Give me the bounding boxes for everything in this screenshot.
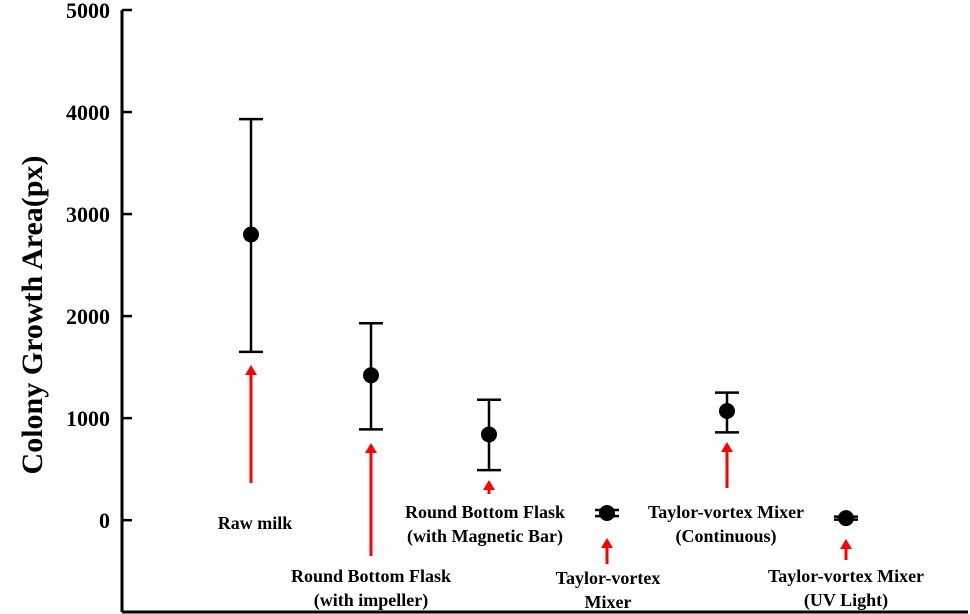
category-label: Raw milk	[218, 513, 293, 533]
category-label: Taylor-vortex Mixer (UV Light)	[768, 566, 924, 611]
y-tick-label: 1000	[66, 406, 110, 431]
annotation-arrow-head	[483, 480, 495, 490]
annotation-arrows	[245, 365, 852, 564]
data-point	[599, 505, 615, 522]
category-label-line: Raw milk	[218, 513, 293, 533]
data-point	[243, 226, 259, 243]
annotation-arrow-head	[245, 365, 257, 375]
category-label-line: (UV Light)	[804, 590, 888, 611]
category-label: Round Bottom Flask (with Magnetic Bar)	[405, 502, 565, 547]
category-label-line: (with impeller)	[314, 590, 428, 611]
category-label-line: Round Bottom Flask	[291, 566, 451, 586]
category-label-line: (Continuous)	[675, 526, 776, 547]
annotation-arrow-head	[840, 539, 852, 549]
y-axis-label: Colony Growth Area(px)	[16, 156, 49, 475]
category-label-line: Taylor-vortex Mixer	[648, 502, 804, 522]
category-labels: Raw milk Round Bottom Flask (with impeller…	[218, 502, 924, 612]
annotation-arrow-head	[365, 443, 377, 453]
y-tick-label: 4000	[66, 100, 110, 125]
data-point	[363, 367, 379, 384]
data-point	[481, 426, 497, 443]
y-ticks: 0 1000 2000 3000 4000 5000	[66, 0, 132, 533]
category-label-line: Taylor-vortex	[556, 568, 661, 588]
error-bars	[239, 117, 858, 521]
category-label: Taylor-vortex Mixer (Continuous)	[648, 502, 804, 547]
axes	[120, 10, 968, 614]
category-label-line: (with Magnetic Bar)	[407, 526, 563, 547]
annotation-arrow-head	[601, 538, 613, 548]
data-point	[838, 510, 854, 527]
annotation-arrow-head	[721, 442, 733, 452]
data-point	[719, 402, 735, 419]
category-label-line: Taylor-vortex Mixer	[768, 566, 924, 586]
y-tick-label: 2000	[66, 304, 110, 329]
category-label-line: Round Bottom Flask	[405, 502, 565, 522]
y-tick-label: 0	[99, 508, 110, 533]
category-label: Round Bottom Flask (with impeller)	[291, 566, 451, 611]
y-tick-label: 3000	[66, 202, 110, 227]
category-label-line: Mixer	[585, 592, 632, 612]
category-label: Taylor-vortex Mixer	[556, 568, 661, 612]
data-points	[243, 226, 854, 527]
y-tick-label: 5000	[66, 0, 110, 23]
